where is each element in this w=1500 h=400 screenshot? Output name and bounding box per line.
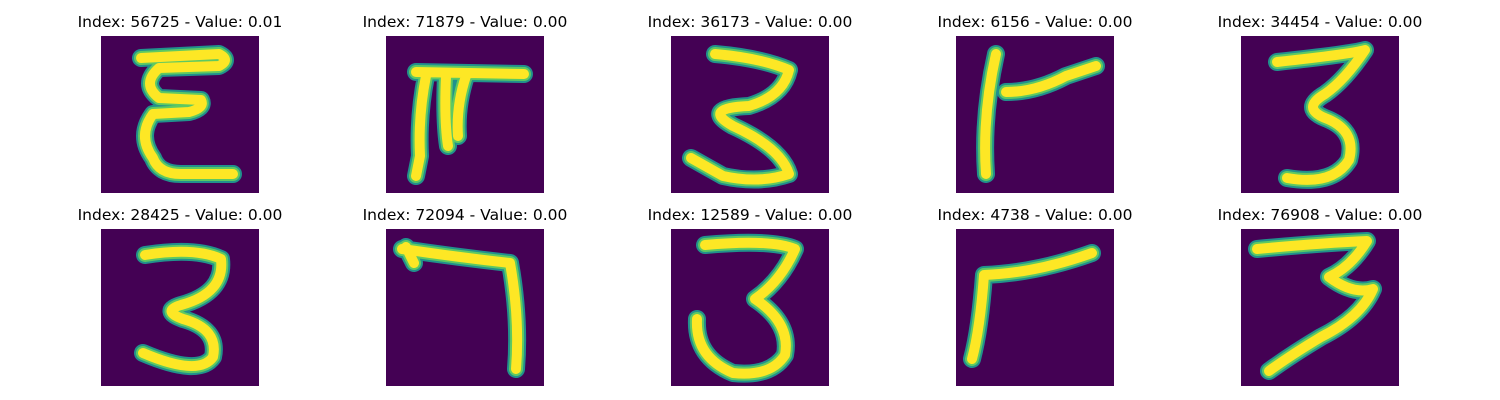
glyph-stroke — [691, 237, 800, 379]
digit-image — [1241, 36, 1399, 193]
panel-title: Index: 36173 - Value: 0.00 — [647, 13, 853, 31]
panel-title: Index: 28425 - Value: 0.00 — [77, 206, 283, 224]
panel-title: Index: 12589 - Value: 0.00 — [647, 206, 853, 224]
panel-title: Index: 72094 - Value: 0.00 — [362, 206, 568, 224]
glyph-stroke — [138, 246, 227, 372]
panel-title: Index: 76908 - Value: 0.00 — [1217, 206, 1423, 224]
digit-image — [671, 229, 829, 386]
glyph-stroke — [686, 49, 794, 185]
panel-title: Index: 6156 - Value: 0.00 — [937, 13, 1133, 31]
glyph-stroke — [411, 67, 529, 181]
digit-image — [956, 36, 1114, 193]
digit-image — [386, 229, 544, 386]
glyph-stroke — [967, 248, 1097, 364]
digit-image — [956, 229, 1114, 386]
digit-image — [101, 36, 259, 193]
glyph-stroke — [397, 242, 523, 374]
digit-image — [386, 36, 544, 193]
glyph-stroke — [1252, 236, 1378, 376]
glyph-stroke — [980, 49, 1101, 179]
panel-title: Index: 34454 - Value: 0.00 — [1217, 13, 1423, 31]
digit-image — [671, 36, 829, 193]
panel-title: Index: 4738 - Value: 0.00 — [937, 206, 1133, 224]
glyph-stroke — [136, 49, 238, 179]
image-background — [671, 229, 829, 386]
panel-title: Index: 71879 - Value: 0.00 — [362, 13, 568, 31]
glyph-stroke — [1272, 45, 1370, 185]
digit-image — [1241, 229, 1399, 386]
panel-title: Index: 56725 - Value: 0.01 — [77, 13, 283, 31]
digit-image — [101, 229, 259, 386]
